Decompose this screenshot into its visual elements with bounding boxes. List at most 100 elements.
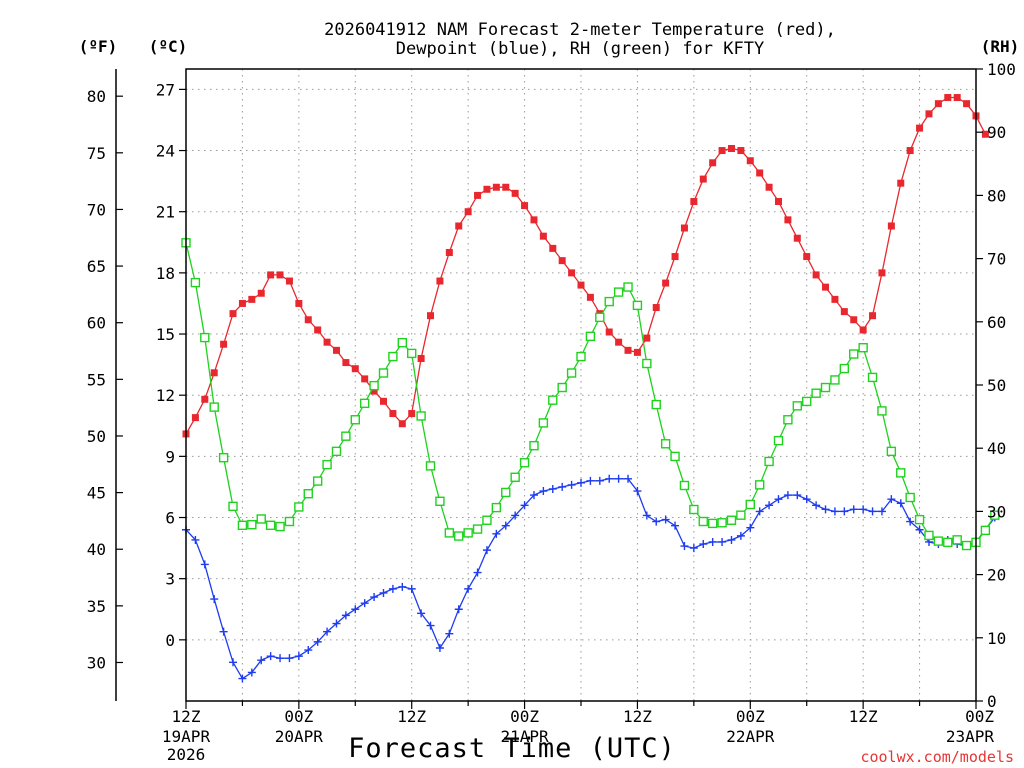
- 2-meter-temperature-point: [455, 222, 463, 230]
- x-tick-date-label: 21APR: [500, 727, 549, 746]
- 2-meter-temperature-point: [633, 348, 641, 356]
- chart-axes: 0 3 6 9 12 15 18 21 24 27 30 35 40 45 50 55 60 65 70 75 80 0 1…: [87, 60, 1016, 764]
- dewpoint-point: [257, 656, 266, 665]
- x-axis-label: Forecast Time (UTC): [348, 733, 676, 764]
- dewpoint-point: [849, 505, 858, 514]
- relative-humidity-point: [764, 456, 774, 467]
- fahrenheit-tick-label: 65: [87, 257, 106, 276]
- dewpoint-point: [605, 474, 614, 483]
- 2-meter-temperature-point: [897, 179, 905, 187]
- relative-humidity-point: [660, 439, 671, 449]
- relative-humidity-point: [604, 296, 614, 307]
- relative-humidity-point: [378, 368, 389, 378]
- relative-humidity-point: [698, 516, 708, 527]
- dewpoint-point: [765, 501, 774, 510]
- dewpoint-point: [426, 621, 435, 630]
- dewpoint-point: [511, 511, 520, 520]
- 2-meter-temperature-point: [511, 189, 519, 197]
- celsius-tick-label: 18: [156, 264, 175, 283]
- relative-humidity-point: [303, 489, 313, 499]
- dewpoint-point: [614, 474, 623, 483]
- chart-title-line2: Dewpoint (blue), RH (green) for KFTY: [396, 39, 764, 59]
- relative-humidity-point: [228, 501, 238, 512]
- relative-humidity-point: [595, 312, 605, 323]
- dewpoint-point: [388, 584, 397, 593]
- relative-humidity-point: [933, 536, 944, 546]
- celsius-tick-label: 15: [156, 325, 175, 344]
- dewpoint-point: [624, 474, 633, 483]
- relative-humidity-point: [773, 435, 784, 446]
- relative-humidity-point: [839, 363, 850, 374]
- relative-humidity-point: [265, 520, 276, 531]
- relative-humidity-point: [209, 402, 219, 412]
- dewpoint-point: [689, 544, 698, 553]
- dewpoint-point: [755, 507, 764, 516]
- relative-humidity-point: [849, 349, 859, 359]
- relative-humidity-point: [792, 401, 803, 411]
- x-tick-label: 00Z: [510, 707, 539, 726]
- dewpoint-point: [501, 521, 510, 530]
- 2-meter-temperature-line: [185, 96, 986, 435]
- relative-humidity-point: [519, 458, 530, 468]
- 2-meter-temperature-point: [323, 338, 331, 346]
- rh-tick-label: 40: [987, 439, 1006, 458]
- 2-meter-temperature-point: [464, 208, 472, 216]
- 2-meter-temperature-point: [615, 338, 623, 346]
- 2-meter-temperature-point: [370, 387, 378, 395]
- dewpoint-point: [247, 668, 256, 677]
- chart-series: [181, 94, 1000, 683]
- relative-humidity-point: [754, 480, 765, 490]
- dewpoint-point: [360, 599, 369, 608]
- dewpoint-point: [567, 480, 576, 489]
- relative-humidity-point: [858, 343, 868, 353]
- relative-humidity-point: [557, 382, 567, 393]
- dewpoint-point: [830, 507, 839, 516]
- relative-humidity-point: [284, 516, 295, 527]
- dewpoint-point: [229, 658, 238, 667]
- x-tick-label: 12Z: [172, 707, 201, 726]
- 2-meter-temperature-point: [709, 159, 717, 167]
- 2-meter-temperature-point: [502, 183, 510, 191]
- dewpoint-point: [210, 595, 219, 604]
- 2-meter-temperature-point: [304, 316, 312, 324]
- dewpoint-point: [276, 654, 285, 663]
- dewpoint-point: [341, 611, 350, 620]
- relative-humidity-point: [256, 514, 266, 524]
- 2-meter-temperature-point: [850, 316, 858, 324]
- 2-meter-temperature-point: [953, 94, 961, 102]
- relative-humidity-point: [200, 332, 210, 343]
- rh-tick-label: 60: [987, 313, 1006, 332]
- 2-meter-temperature-point: [210, 369, 218, 377]
- dewpoint-point: [802, 495, 811, 504]
- relative-humidity-point: [990, 510, 1000, 520]
- dewpoint-point: [699, 540, 708, 549]
- dewpoint-point: [313, 637, 322, 646]
- fahrenheit-tick-label: 70: [87, 200, 106, 219]
- fahrenheit-tick-label: 50: [87, 427, 106, 446]
- dewpoint-point: [445, 629, 454, 638]
- 2-meter-temperature-point: [784, 216, 792, 224]
- relative-humidity-point: [548, 395, 558, 405]
- relative-humidity-point: [783, 415, 793, 425]
- dewpoint-point: [840, 507, 849, 516]
- relative-humidity-point: [726, 515, 737, 525]
- 2-meter-temperature-point: [568, 269, 576, 277]
- relative-humidity-point: [331, 446, 342, 457]
- chart-gridlines: [186, 69, 976, 701]
- relative-humidity-point: [416, 411, 426, 421]
- dewpoint-point: [821, 505, 830, 514]
- 2-meter-temperature-point: [539, 232, 547, 240]
- 2-meter-temperature-point: [238, 299, 246, 307]
- relative-humidity-point: [802, 396, 812, 407]
- relative-humidity-point: [407, 348, 417, 359]
- 2-meter-temperature-point: [408, 410, 416, 418]
- x-tick-date-label: 19APR: [162, 727, 211, 746]
- relative-humidity-point: [924, 530, 934, 541]
- dewpoint-point: [454, 605, 463, 614]
- relative-humidity-point: [350, 415, 360, 425]
- 2-meter-temperature-point: [398, 420, 406, 428]
- 2-meter-temperature-point: [521, 202, 529, 210]
- relative-humidity-point: [632, 300, 643, 311]
- x-tick-label: 00Z: [284, 707, 313, 726]
- celsius-tick-label: 12: [156, 386, 175, 405]
